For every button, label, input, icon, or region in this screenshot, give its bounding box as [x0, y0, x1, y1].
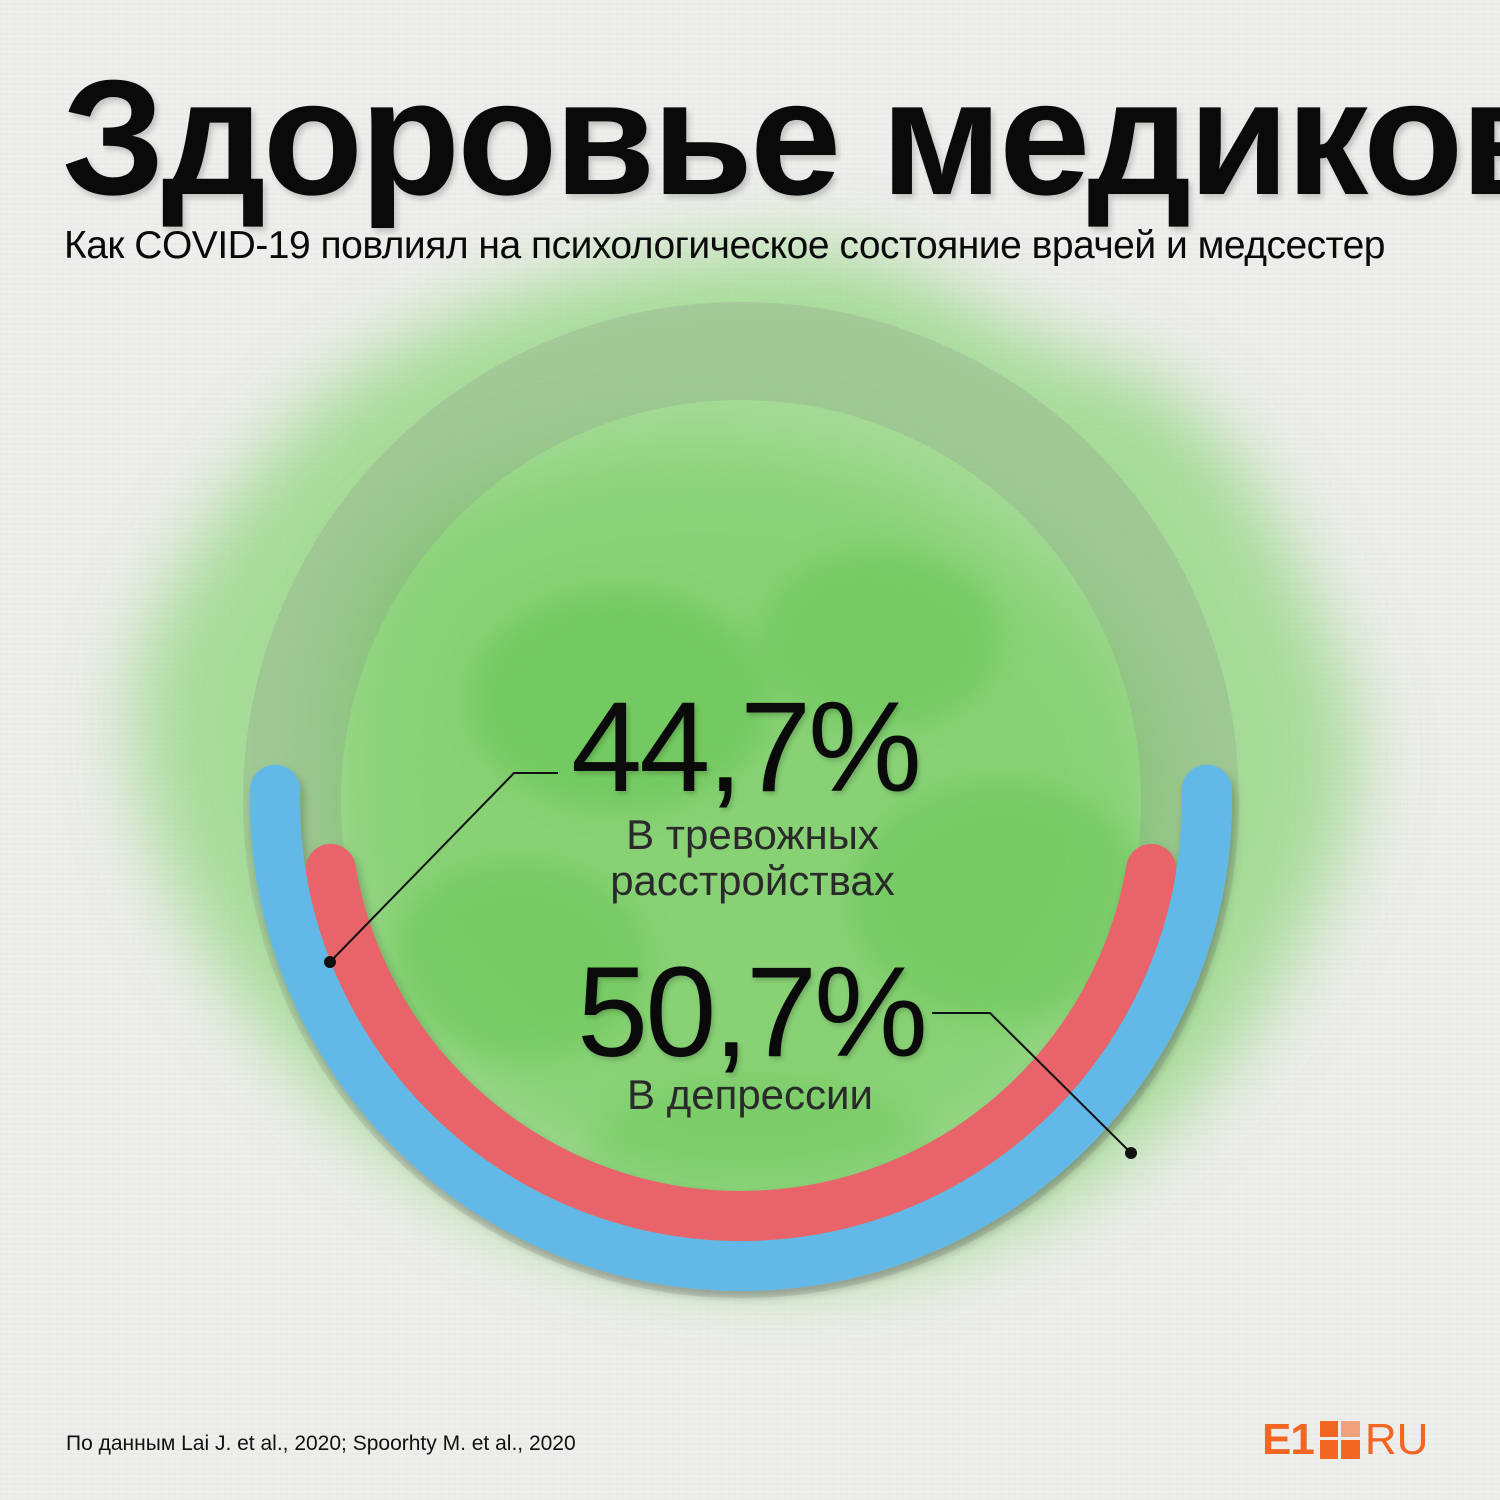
source-note: По данным Lai J. et al., 2020; Spoorhty …	[66, 1432, 576, 1455]
depression-leader-dot	[1125, 1147, 1137, 1159]
anxiety-leader-dot	[324, 956, 336, 968]
depression-label: В депрессии	[600, 1072, 900, 1118]
depression-value: 50,7%	[577, 941, 928, 1084]
anxiety-value: 44,7%	[571, 676, 922, 819]
anxiety-arc	[305, 843, 1177, 1241]
anxiety-label: В тревожных расстройствах	[600, 812, 905, 904]
logo-ru-text: RU	[1364, 1415, 1429, 1464]
chart-title: Здоровье медиков	[62, 46, 1500, 229]
logo-square-icon	[1319, 1421, 1360, 1459]
chart-subtitle: Как COVID-19 повлиял на психологическое …	[64, 224, 1385, 267]
e1-logo: E1 RU	[1262, 1418, 1428, 1462]
logo-e1-text: E1	[1262, 1415, 1315, 1464]
depression-leader-line	[932, 1012, 1132, 1154]
watercolor-background	[133, 250, 1358, 1279]
anxiety-leader-line	[329, 772, 558, 963]
depression-label-line-1: В депрессии	[627, 1071, 873, 1118]
depression-arc	[250, 764, 1232, 1291]
anxiety-label-line-2: расстройствах	[610, 857, 895, 904]
anxiety-label-line-1: В тревожных	[626, 811, 879, 858]
